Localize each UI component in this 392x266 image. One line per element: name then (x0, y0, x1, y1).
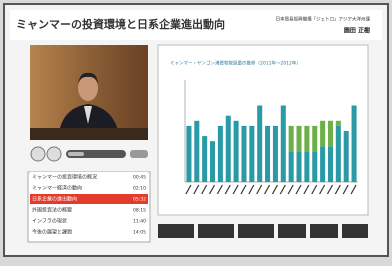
chapter-time: 08:15 (133, 208, 146, 214)
title: ミャンマーの投資環境と日系企業進出動向 (16, 17, 225, 31)
chapter-text: 今後の展望と課題 (32, 229, 72, 236)
chapter-time: 02:10 (133, 186, 146, 192)
bar (257, 106, 262, 183)
bar (328, 146, 333, 182)
bar (336, 121, 341, 126)
bar (249, 126, 254, 182)
bar (304, 151, 309, 182)
bar (297, 151, 302, 182)
video[interactable] (30, 45, 148, 140)
chapter-time: 14:05 (133, 230, 146, 236)
chapter-text: 日系企業の進出動向 (32, 196, 77, 203)
bar (320, 146, 325, 182)
bar (304, 126, 309, 151)
lecture-player: ミャンマーの投資環境と日系企業進出動向 日本貿易振興機構「ジェトロ」アジア大洋州… (0, 0, 392, 262)
bar (297, 126, 302, 151)
chapter-time: 11:40 (133, 219, 146, 225)
bar (234, 121, 239, 182)
chapter-text: 外国投資法の概要 (32, 207, 72, 214)
bar (194, 121, 199, 182)
bar (312, 126, 317, 151)
bar (328, 121, 333, 147)
bar (344, 131, 349, 182)
bar (202, 136, 207, 182)
chapter-time: 00:45 (133, 175, 146, 181)
bar (210, 141, 215, 182)
bar (281, 106, 286, 183)
bar (226, 116, 231, 182)
chapter-time: 05:32 (133, 197, 146, 203)
organization: 日本貿易振興機構「ジェトロ」アジア大洋州課 (276, 16, 371, 23)
bar (273, 126, 278, 182)
chapter-text: インフラの現状 (32, 218, 67, 225)
bar (186, 126, 191, 182)
bar (289, 151, 294, 182)
chapter-text: ミャンマー経済の動向 (32, 185, 82, 192)
speaker: 園田 正樹 (344, 27, 370, 35)
bar (289, 126, 294, 151)
bar (312, 151, 317, 182)
tabs[interactable] (158, 224, 368, 238)
bar (265, 126, 270, 182)
bar (218, 126, 223, 182)
slide-chart-title: ミャンマー・ヤンゴン港貨物取扱量の推移（2011年～2012年） (170, 60, 301, 67)
bar (352, 106, 357, 183)
chapter-text: ミャンマーの投資環境の概況 (32, 174, 97, 181)
bar (336, 126, 341, 182)
bar (320, 121, 325, 147)
bar (241, 126, 246, 182)
